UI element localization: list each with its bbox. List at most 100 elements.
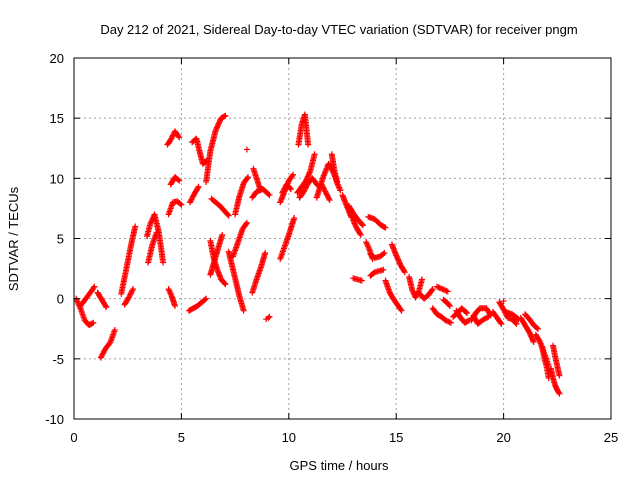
data-point xyxy=(359,222,366,229)
data-point xyxy=(74,299,81,306)
data-point xyxy=(395,256,402,263)
data-point xyxy=(497,319,504,326)
data-point xyxy=(311,151,318,158)
data-point xyxy=(175,176,182,183)
data-point xyxy=(290,171,297,178)
data-point xyxy=(464,310,471,317)
data-point xyxy=(244,174,251,181)
data-point xyxy=(306,169,313,176)
data-point xyxy=(463,309,470,316)
y-tick-label: -10 xyxy=(45,412,64,427)
data-point xyxy=(381,249,388,256)
data-point xyxy=(304,174,311,181)
data-point xyxy=(380,266,387,273)
data-point xyxy=(533,324,540,331)
data-point xyxy=(357,231,364,238)
data-point xyxy=(357,230,364,237)
data-point xyxy=(359,221,366,228)
y-axis-label: SDTVAR / TECUs xyxy=(6,186,21,291)
data-point xyxy=(395,257,402,264)
data-point xyxy=(304,173,311,180)
data-point xyxy=(111,326,118,333)
data-point xyxy=(513,320,520,327)
data-point xyxy=(436,284,443,291)
data-point xyxy=(485,313,492,320)
data-point xyxy=(434,283,441,290)
data-point xyxy=(428,287,435,294)
data-point xyxy=(443,317,450,324)
data-point xyxy=(446,302,453,309)
data-point xyxy=(394,255,401,262)
x-axis-label: GPS time / hours xyxy=(290,458,389,473)
data-point xyxy=(446,301,453,308)
data-point xyxy=(243,219,250,226)
data-point xyxy=(556,390,563,397)
data-point xyxy=(160,259,167,266)
data-point xyxy=(418,276,425,283)
x-tick-label: 5 xyxy=(178,430,185,445)
data-point xyxy=(243,221,250,228)
data-point xyxy=(219,231,226,238)
data-point xyxy=(528,333,535,340)
axis-ticks: 0 5 10 15 20 25 -10 -5 0 5 10 15 20 xyxy=(45,51,618,445)
data-point xyxy=(397,306,404,313)
data-point xyxy=(401,267,408,274)
data-point xyxy=(439,286,446,293)
data-point xyxy=(444,288,451,295)
data-point xyxy=(337,187,344,194)
data-point xyxy=(287,185,294,192)
data-point xyxy=(148,218,155,225)
data-point xyxy=(153,229,160,236)
data-point xyxy=(529,336,536,343)
y-tick-label: 15 xyxy=(50,111,64,126)
data-point xyxy=(536,337,543,344)
data-point xyxy=(512,319,519,326)
x-tick-label: 25 xyxy=(604,430,618,445)
data-point xyxy=(500,298,507,305)
data-point xyxy=(102,302,109,309)
data-point xyxy=(178,201,185,208)
data-point xyxy=(447,319,454,326)
data-point xyxy=(263,316,270,323)
data-point xyxy=(442,317,449,324)
data-point xyxy=(266,192,273,199)
x-tick-label: 0 xyxy=(70,430,77,445)
data-point xyxy=(530,337,537,344)
data-point xyxy=(266,313,273,320)
x-tick-label: 15 xyxy=(389,430,403,445)
data-point xyxy=(176,134,183,141)
data-point xyxy=(443,287,450,294)
data-point xyxy=(147,219,154,226)
data-point xyxy=(442,287,449,294)
data-point xyxy=(176,177,183,184)
data-point xyxy=(401,269,408,276)
data-point xyxy=(221,113,228,120)
y-tick-label: 20 xyxy=(50,51,64,66)
data-point xyxy=(398,307,405,314)
data-point xyxy=(90,284,97,291)
data-point xyxy=(262,249,269,256)
grid-layer xyxy=(74,58,611,419)
y-tick-label: -5 xyxy=(52,352,64,367)
data-point xyxy=(435,284,442,291)
data-point xyxy=(382,224,389,231)
data-point xyxy=(393,252,400,259)
data-point xyxy=(530,338,537,345)
data-point xyxy=(287,186,294,193)
data-point xyxy=(202,296,209,303)
y-tick-label: 5 xyxy=(57,232,64,247)
data-point xyxy=(429,286,436,293)
data-point xyxy=(224,211,231,218)
data-point xyxy=(243,146,250,153)
data-point xyxy=(289,172,296,179)
data-point xyxy=(381,224,388,231)
data-point xyxy=(177,200,184,207)
data-point xyxy=(526,329,533,336)
x-tick-label: 20 xyxy=(496,430,510,445)
data-point xyxy=(326,196,333,203)
data-point xyxy=(91,283,98,290)
data-point xyxy=(305,141,312,148)
data-point xyxy=(222,112,229,119)
data-point xyxy=(440,286,447,293)
